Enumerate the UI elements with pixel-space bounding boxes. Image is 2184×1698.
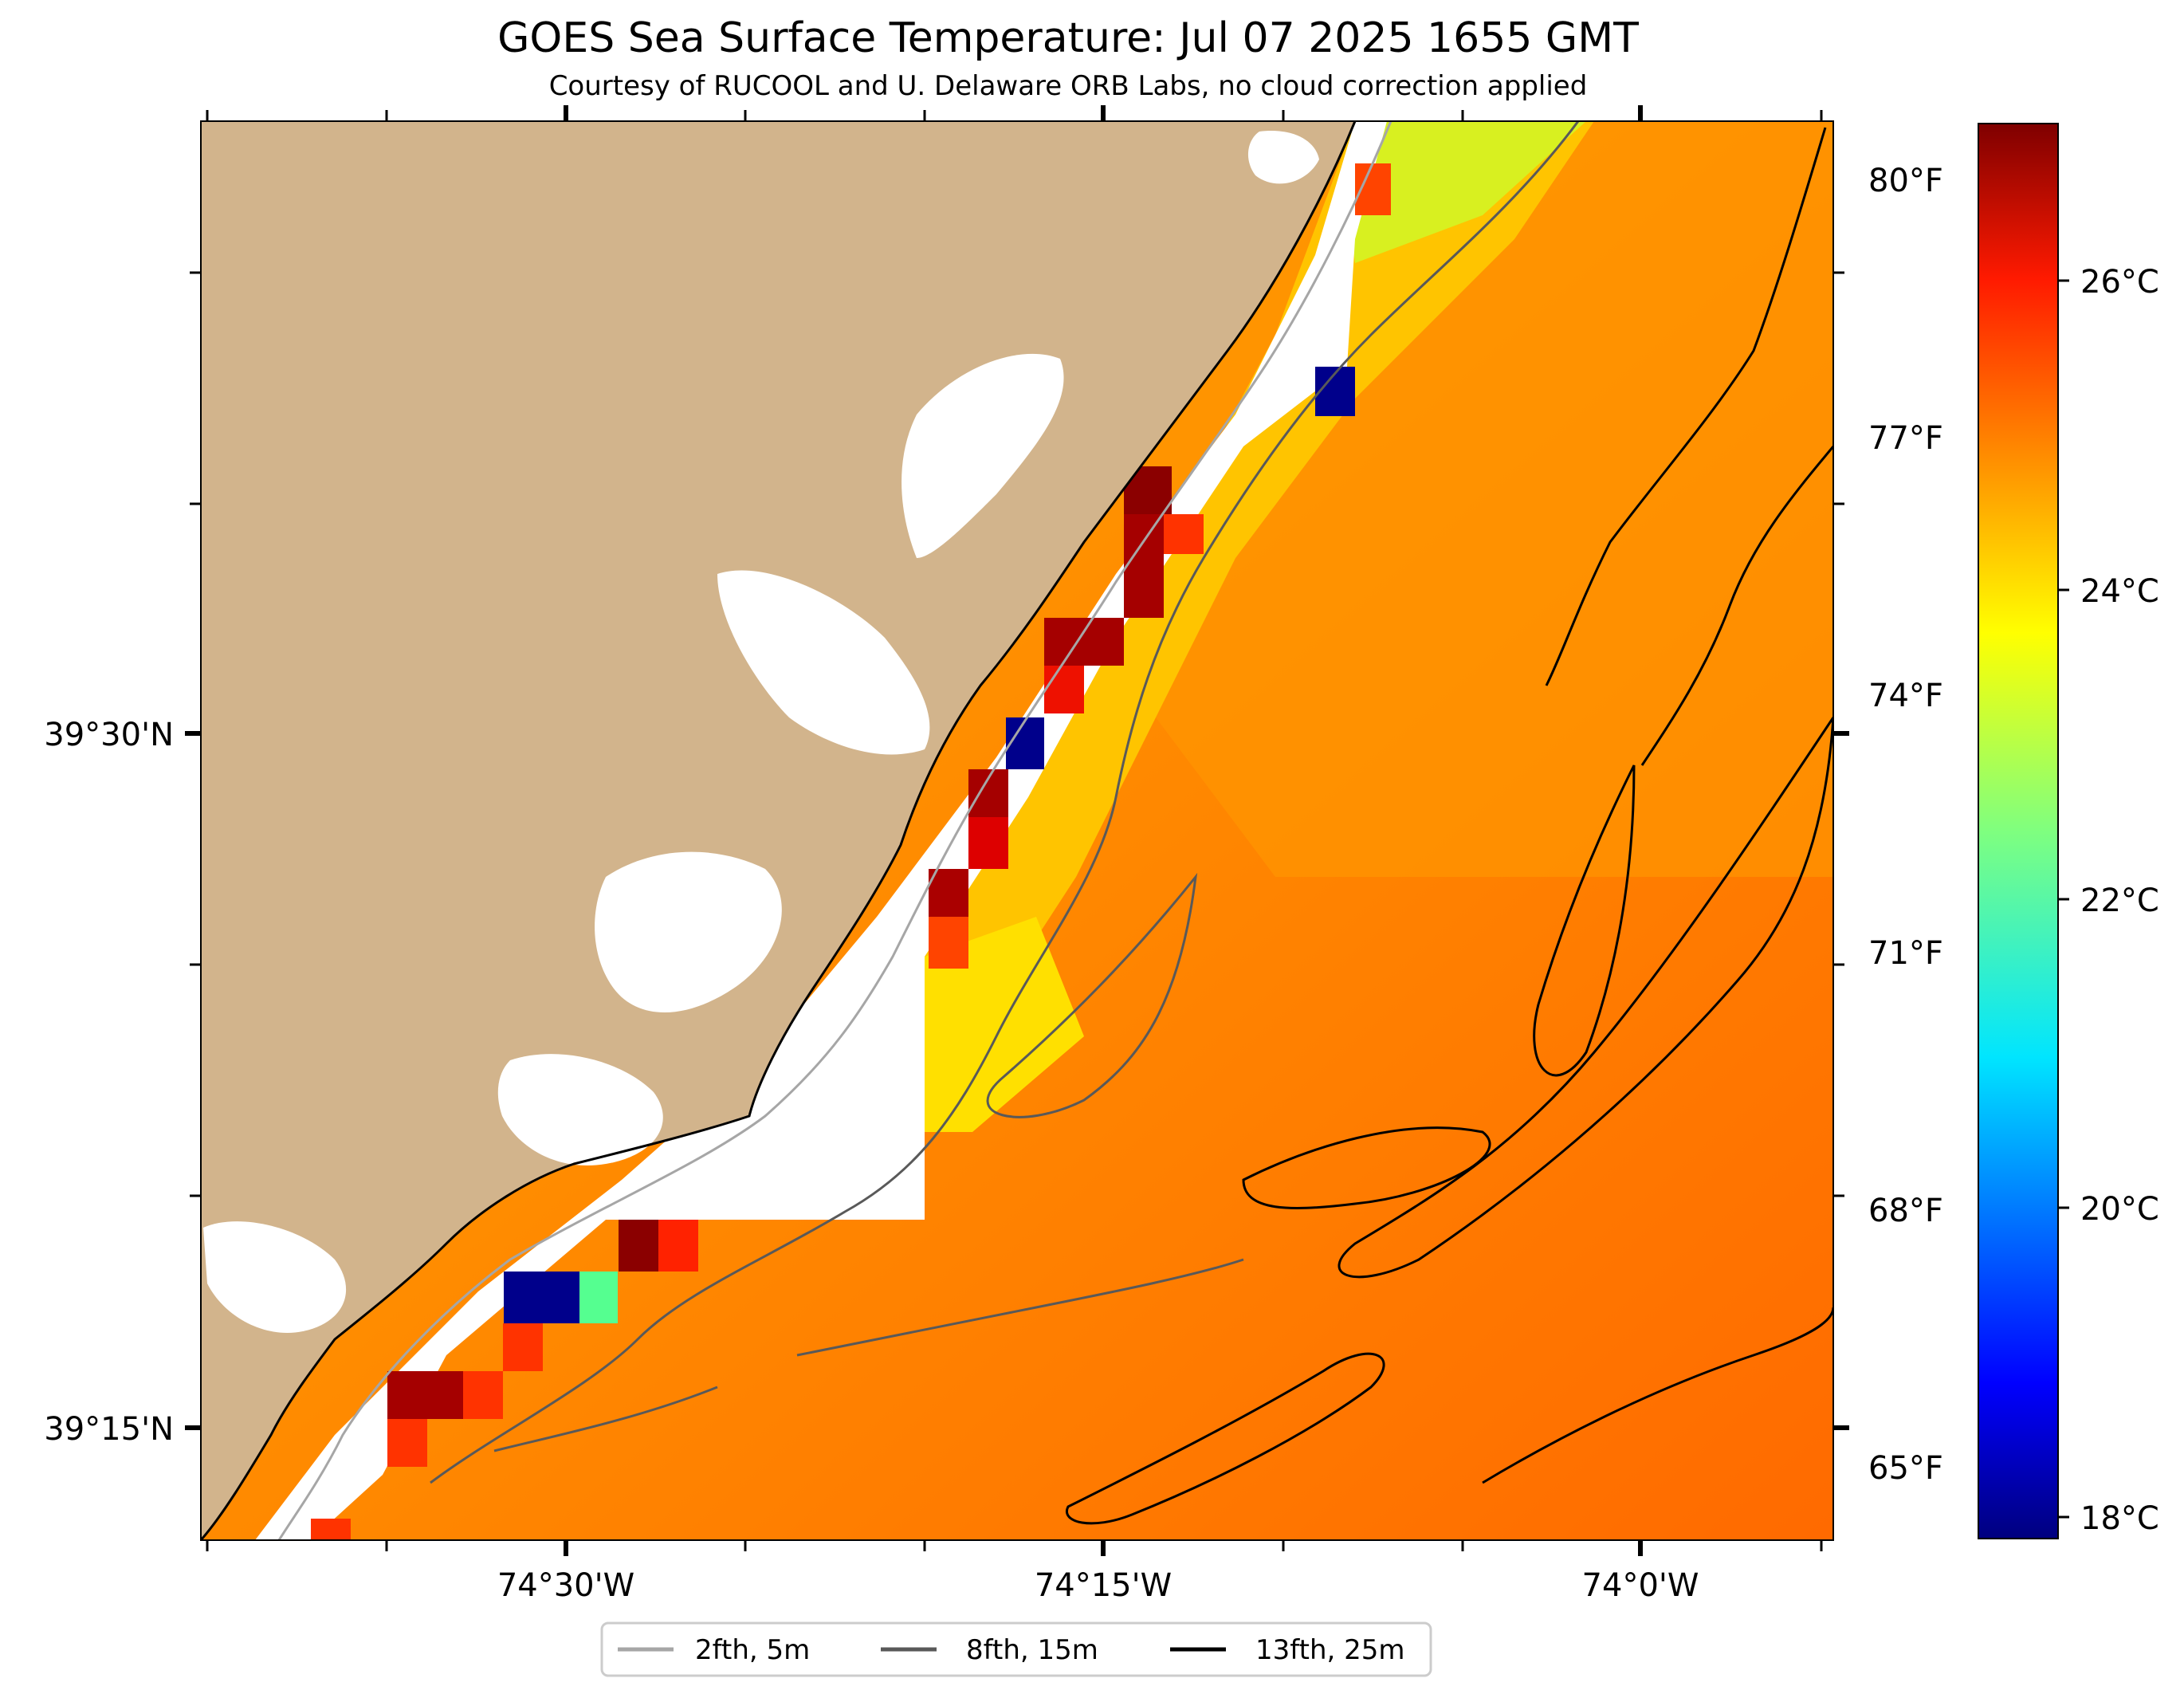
sst-pixel-hot xyxy=(929,869,968,917)
minor-ticks xyxy=(190,110,1844,1551)
sst-pixel-mild xyxy=(579,1272,618,1323)
sst-pixel-hot xyxy=(463,1371,503,1419)
isobath-25m xyxy=(1482,1307,1833,1484)
map-plot-area xyxy=(201,121,1833,1540)
bay xyxy=(203,1221,347,1333)
land-mass xyxy=(201,121,1355,1540)
x-tick-label: 74°30'W xyxy=(497,1567,634,1604)
sst-pixel-cold xyxy=(1006,717,1044,769)
legend-box xyxy=(600,1621,1432,1677)
colorbar-ticks xyxy=(2058,279,2069,1519)
fahrenheit-tick-label: 74°F xyxy=(1868,678,1943,714)
fahrenheit-tick-label: 68°F xyxy=(1868,1193,1943,1229)
map-subtitle: Courtesy of RUCOOL and U. Delaware ORB L… xyxy=(548,70,1588,102)
bay xyxy=(1247,131,1319,184)
legend: 2fth, 5m 8fth, 15m 13fth, 25m xyxy=(600,1621,1432,1677)
bay xyxy=(595,851,782,1012)
fahrenheit-tick-label: 65°F xyxy=(1868,1450,1943,1487)
celsius-tick-label: 20°C xyxy=(2080,1191,2159,1228)
fahrenheit-tick-label: 80°F xyxy=(1868,163,1943,199)
isobath-25m xyxy=(1242,1126,1491,1210)
major-ticks xyxy=(185,105,1849,1556)
isobath-25m xyxy=(1533,764,1636,1077)
isobath-15m xyxy=(493,1258,1244,1452)
sst-band-yellow xyxy=(925,917,1084,1132)
sst-pixel-hot xyxy=(387,1371,463,1419)
fahrenheit-tick-label: 71°F xyxy=(1868,935,1943,972)
map-frame xyxy=(200,120,1834,1541)
sst-pixel-hot xyxy=(387,1419,427,1467)
bay xyxy=(717,570,930,755)
map-title: GOES Sea Surface Temperature: Jul 07 202… xyxy=(497,14,1639,62)
isobath-15m xyxy=(430,121,1580,1484)
sst-pixel-hot xyxy=(619,1220,658,1272)
sst-pixel-hot xyxy=(968,817,1008,869)
isobath-5m xyxy=(277,121,1392,1540)
sst-pixel-hot xyxy=(929,917,968,969)
celsius-tick-label: 26°C xyxy=(2080,264,2159,301)
celsius-tick-label: 24°C xyxy=(2080,573,2159,610)
legend-label-5m: 2fth, 5m xyxy=(695,1634,810,1666)
legend-label-15m: 8fth, 15m xyxy=(966,1634,1098,1666)
fahrenheit-tick-label: 77°F xyxy=(1868,420,1943,457)
coastline xyxy=(201,121,1357,1540)
sst-pixel-hot xyxy=(1164,514,1204,554)
isobath-25m xyxy=(1338,717,1833,1279)
sst-pixel-cold xyxy=(504,1272,579,1323)
y-tick-label: 39°15'N xyxy=(44,1411,174,1448)
y-tick-label: 39°30'N xyxy=(44,717,174,753)
bay xyxy=(497,1054,663,1165)
x-tick-label: 74°0'W xyxy=(1582,1567,1699,1604)
x-tick-label: 74°15'W xyxy=(1035,1567,1172,1604)
sst-pixel-hot xyxy=(503,1323,543,1371)
bay xyxy=(901,353,1064,558)
sst-pixel-hot xyxy=(1044,666,1084,713)
sst-pixel-hot xyxy=(658,1220,698,1272)
celsius-tick-label: 22°C xyxy=(2080,882,2159,919)
sst-pixel-hot xyxy=(1044,618,1124,666)
isobath-25m xyxy=(1545,127,1833,766)
colorbar xyxy=(1978,123,2059,1539)
isobath-25m xyxy=(1066,1352,1385,1525)
sst-band-green-yellow xyxy=(1347,121,1586,263)
celsius-tick-label: 18°C xyxy=(2080,1500,2159,1537)
isobath-15m xyxy=(986,872,1198,1118)
sst-pixel-hot xyxy=(1124,514,1164,618)
sst-pixel-hot xyxy=(311,1519,351,1540)
legend-label-25m: 13fth, 25m xyxy=(1255,1634,1405,1666)
